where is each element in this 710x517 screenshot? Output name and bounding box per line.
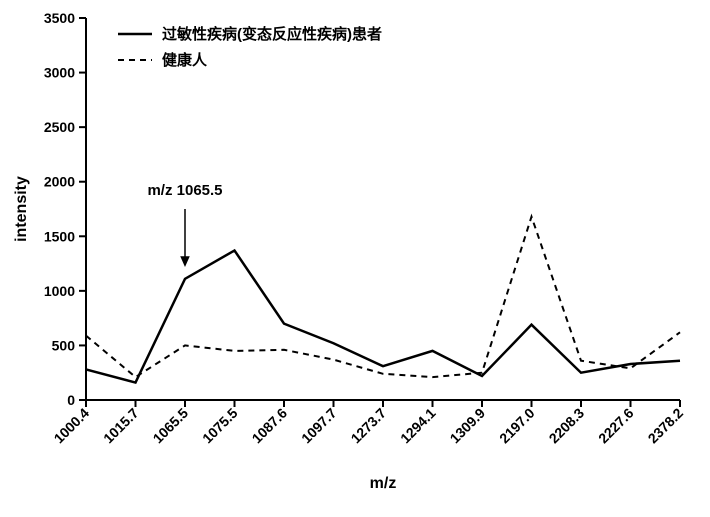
x-tick-label: 1000.4 xyxy=(51,405,93,447)
x-tick-label: 2227.6 xyxy=(595,405,637,447)
x-tick-label: 1097.7 xyxy=(298,405,340,447)
x-tick-label: 2208.3 xyxy=(546,405,588,447)
y-tick-label: 3000 xyxy=(44,65,75,81)
annotation-label: m/z 1065.5 xyxy=(147,182,222,199)
x-tick-label: 1309.9 xyxy=(447,405,489,447)
y-tick-label: 1500 xyxy=(44,228,75,244)
legend-label-healthy: 健康人 xyxy=(162,51,208,69)
y-tick-label: 2500 xyxy=(44,119,75,135)
x-tick-label: 1065.5 xyxy=(150,405,192,447)
y-tick-label: 3500 xyxy=(44,10,75,26)
y-tick-label: 2000 xyxy=(44,174,75,190)
line-chart: 0 500 1000 1500 2000 2500 3000 3500 1000.41015.7… xyxy=(0,0,710,517)
x-tick-label: 1273.7 xyxy=(348,405,390,447)
x-tick-label: 1075.5 xyxy=(199,405,241,447)
x-tick-label: 2197.0 xyxy=(496,405,538,447)
x-tick-label: 2378.2 xyxy=(645,405,687,447)
annotation-arrow-head xyxy=(181,257,189,266)
x-tick-label: 1015.7 xyxy=(100,405,142,447)
y-axis-title: intensity xyxy=(13,176,30,242)
y-tick-label: 0 xyxy=(67,392,75,408)
x-axis-title: m/z xyxy=(370,475,397,492)
x-tick-label: 1087.6 xyxy=(249,405,291,447)
chart-container: 0 500 1000 1500 2000 2500 3000 3500 1000.41015.7… xyxy=(0,0,710,517)
y-tick-label: 500 xyxy=(52,337,76,353)
legend-label-patients: 过敏性疾病(变态反应性疾病)患者 xyxy=(162,25,382,43)
x-tick-label: 1294.1 xyxy=(397,405,439,447)
y-tick-label: 1000 xyxy=(44,283,75,299)
